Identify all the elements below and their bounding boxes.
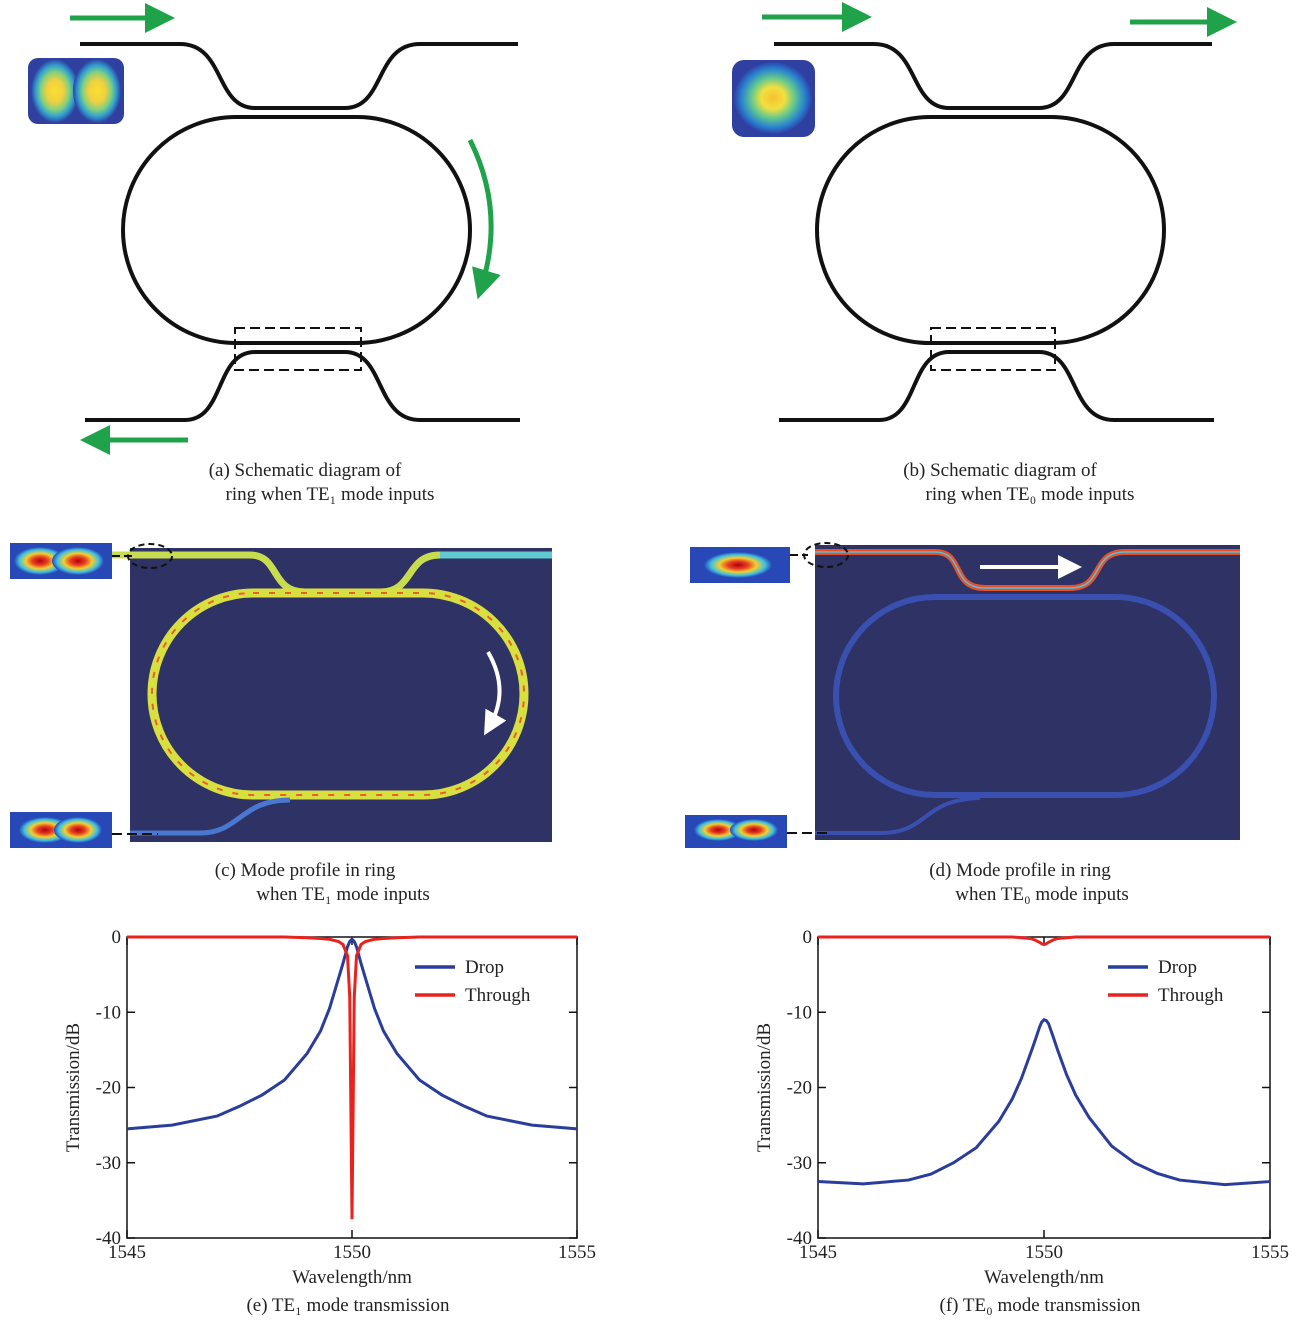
diagram-a: (a) Schematic diagram of ring when TE₁ m…	[28, 18, 520, 505]
caption: ring when TE₀ mode inputs	[926, 484, 1135, 505]
mode-lobe	[704, 552, 772, 578]
caption: (c) Mode profile in ring	[215, 860, 396, 881]
legend-label: Through	[465, 985, 531, 1006]
caption: (a) Schematic diagram of	[209, 460, 402, 481]
x-axis-label: Wavelength/nm	[292, 1267, 412, 1288]
mode-lobe	[733, 61, 813, 135]
caption: ring when TE₁ mode inputs	[226, 484, 435, 505]
y-tick-label: -10	[96, 1002, 121, 1023]
legend-label: Drop	[465, 957, 504, 978]
arrow	[470, 140, 491, 285]
y-tick-label: 0	[112, 927, 122, 948]
y-tick-label: 0	[803, 927, 813, 948]
drop-waveguide	[85, 352, 520, 420]
x-tick-label: 1555	[1251, 1242, 1289, 1263]
x-tick-label: 1555	[558, 1242, 596, 1263]
y-tick-label: -30	[96, 1153, 121, 1174]
figure: (a) Schematic diagram of ring when TE₁ m…	[0, 0, 1304, 1320]
y-tick-label: -30	[787, 1153, 812, 1174]
diagram-c: (c) Mode profile in ring when TE₁ mode i…	[10, 543, 552, 905]
mode-lobe	[52, 547, 104, 575]
ring	[817, 117, 1164, 343]
x-axis-label: Wavelength/nm	[984, 1267, 1104, 1288]
caption: when TE₀ mode inputs	[955, 884, 1129, 905]
y-axis-label: Transmission/dB	[754, 1023, 775, 1152]
caption: (b) Schematic diagram of	[903, 460, 1097, 481]
ring	[123, 117, 470, 343]
diagram-d: (d) Mode profile in ring when TE₀ mode i…	[685, 543, 1240, 905]
chart-title: (f) TE₀ mode transmission	[940, 1295, 1141, 1316]
mode-lobe	[730, 819, 778, 841]
series-line	[127, 937, 577, 1219]
legend-label: Drop	[1158, 957, 1197, 978]
x-tick-label: 1550	[1025, 1242, 1063, 1263]
y-tick-label: -20	[96, 1078, 121, 1099]
legend-label: Through	[1158, 985, 1224, 1006]
mode-lobe	[31, 59, 79, 123]
y-tick-label: -40	[96, 1228, 121, 1249]
y-tick-label: -10	[787, 1002, 812, 1023]
coupling-box	[235, 328, 361, 370]
drop-waveguide	[779, 352, 1214, 420]
plot-frame	[818, 937, 1270, 1238]
bus-waveguide	[774, 44, 1212, 108]
x-tick-label: 1550	[333, 1242, 371, 1263]
chart-title: (e) TE₁ mode transmission	[246, 1295, 450, 1316]
caption: when TE₁ mode inputs	[256, 884, 430, 905]
y-tick-label: -40	[787, 1228, 812, 1249]
bus-waveguide	[80, 44, 518, 108]
series-line	[818, 1020, 1270, 1185]
caption: (d) Mode profile in ring	[929, 860, 1111, 881]
mode-lobe	[54, 817, 102, 843]
y-axis-label: Transmission/dB	[63, 1023, 84, 1152]
coupling-box	[931, 328, 1055, 370]
y-tick-label: -20	[787, 1078, 812, 1099]
mode-lobe	[73, 59, 121, 123]
diagram-b: (b) Schematic diagram of ring when TE₀ m…	[732, 17, 1222, 505]
